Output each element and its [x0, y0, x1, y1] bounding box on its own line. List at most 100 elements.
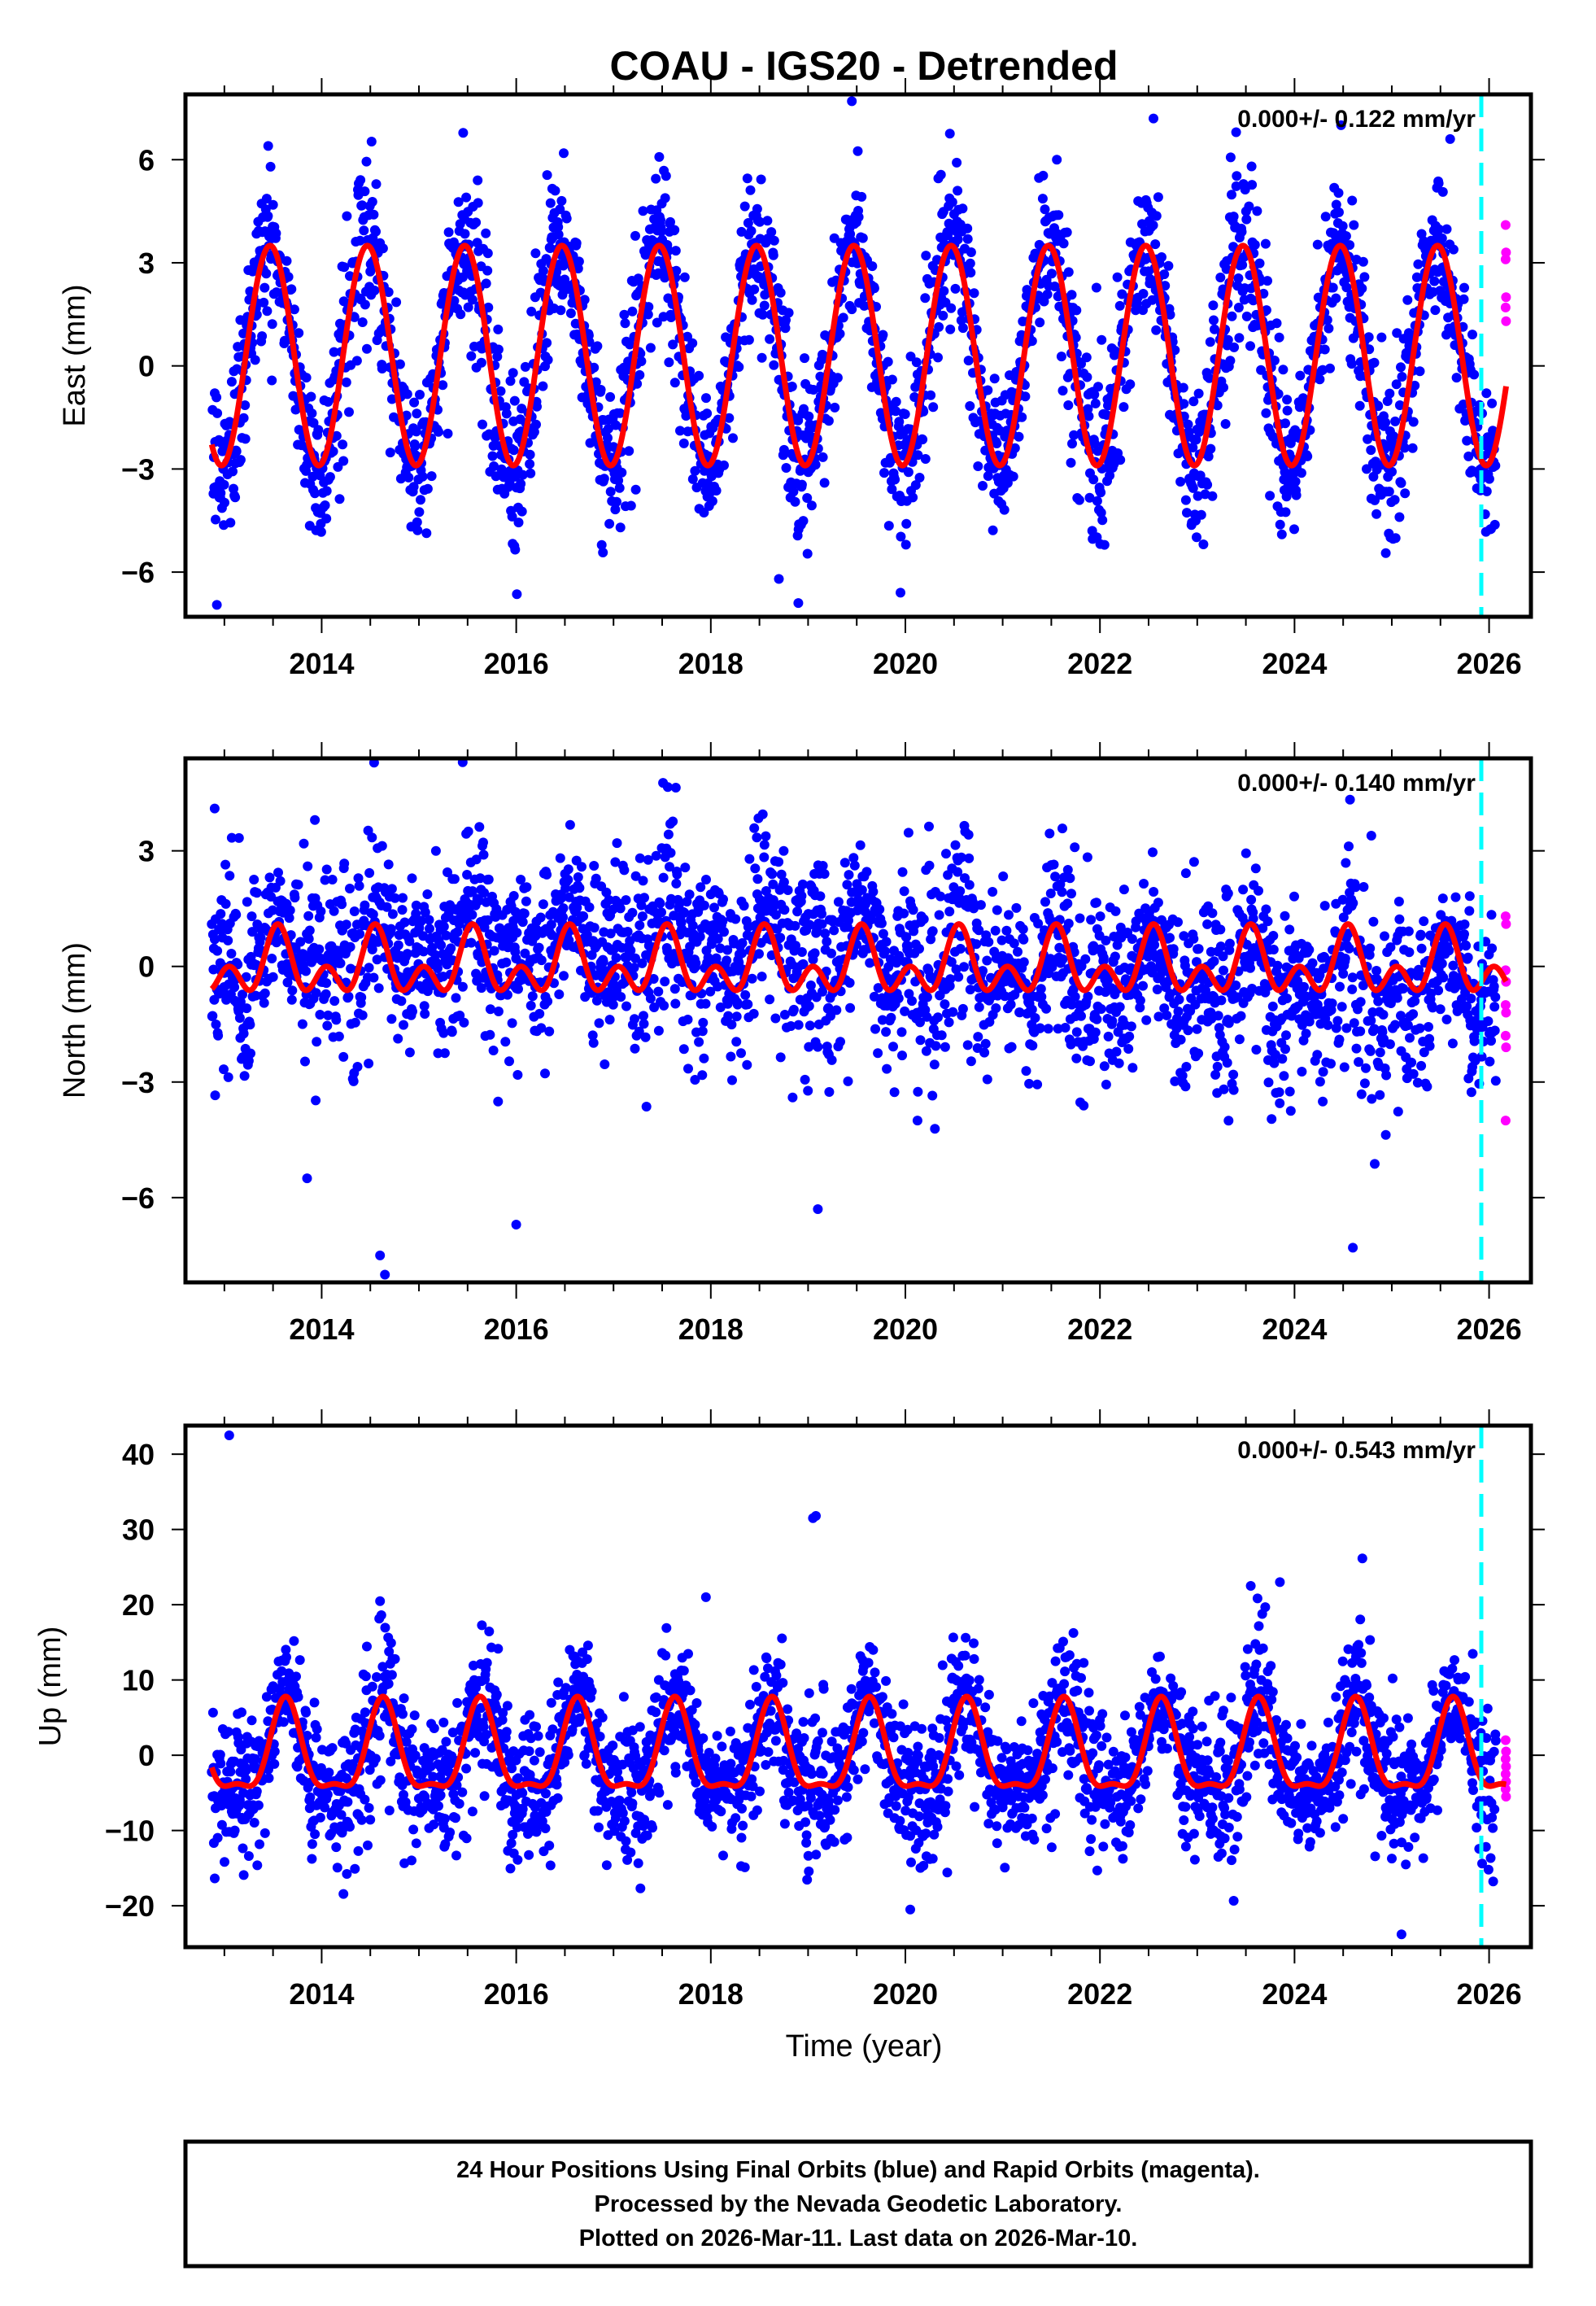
final-orbit-point	[911, 357, 922, 368]
final-orbit-point	[605, 487, 616, 497]
final-orbit-point	[822, 937, 832, 947]
final-orbit-point	[1013, 946, 1023, 957]
final-orbit-point	[545, 198, 556, 208]
final-orbit-point	[833, 897, 844, 907]
final-orbit-point	[632, 378, 643, 389]
final-orbit-point	[639, 893, 649, 903]
final-orbit-point	[660, 273, 670, 283]
final-orbit-point	[1115, 455, 1126, 465]
final-orbit-point	[530, 248, 541, 259]
final-orbit-point	[1018, 924, 1028, 934]
final-orbit-point	[953, 186, 963, 196]
final-orbit-point	[920, 454, 931, 464]
final-orbit-point	[556, 305, 566, 316]
final-orbit-point	[953, 972, 964, 982]
final-orbit-point	[820, 928, 831, 939]
final-orbit-point	[869, 283, 879, 294]
final-orbit-point	[342, 211, 352, 221]
final-orbit-point	[953, 234, 963, 245]
final-orbit-point	[383, 287, 394, 297]
final-orbit-point	[371, 226, 381, 237]
final-orbit-point	[935, 169, 946, 180]
final-orbit-point	[813, 1042, 823, 1052]
final-orbit-point	[598, 957, 608, 967]
final-orbit-point	[362, 343, 372, 354]
final-orbit-point	[558, 903, 569, 914]
final-orbit-point	[957, 1003, 968, 1014]
final-orbit-point	[543, 996, 553, 1007]
final-orbit-point	[1437, 233, 1447, 243]
final-orbit-point	[1178, 382, 1188, 393]
final-orbit-point	[556, 195, 567, 206]
final-orbit-point	[303, 911, 314, 921]
final-orbit-point	[1396, 362, 1406, 373]
final-orbit-point	[404, 1047, 415, 1058]
final-orbit-point	[998, 871, 1009, 881]
final-orbit-point	[310, 488, 321, 499]
final-orbit-point	[669, 225, 680, 235]
final-orbit-point	[1091, 898, 1101, 908]
final-orbit-point	[1083, 404, 1093, 414]
final-orbit-point	[512, 1070, 523, 1080]
final-orbit-point	[321, 989, 331, 999]
final-orbit-point	[1233, 273, 1244, 283]
final-orbit-point	[1281, 1030, 1291, 1041]
final-orbit-point	[641, 1102, 652, 1112]
final-orbit-point	[493, 324, 504, 334]
final-orbit-point	[645, 994, 656, 1004]
final-orbit-point	[250, 355, 260, 365]
final-orbit-point	[434, 426, 443, 437]
final-orbit-point	[739, 901, 749, 911]
final-orbit-point	[1101, 1079, 1111, 1090]
final-orbit-point	[471, 217, 482, 228]
final-orbit-point	[1219, 1042, 1230, 1052]
final-orbit-point	[1276, 529, 1287, 539]
final-orbit-point	[1095, 911, 1105, 922]
final-orbit-point	[719, 460, 729, 470]
final-orbit-point	[1042, 289, 1053, 299]
final-orbit-point	[313, 425, 324, 435]
final-orbit-point	[357, 200, 368, 211]
final-orbit-point	[1433, 178, 1444, 189]
final-orbit-point	[1063, 919, 1074, 928]
final-orbit-point	[1249, 239, 1260, 250]
final-orbit-point	[231, 910, 242, 920]
final-orbit-point	[626, 500, 636, 511]
final-orbit-point	[666, 312, 676, 322]
final-orbit-point	[526, 306, 537, 317]
final-orbit-point	[563, 875, 573, 885]
final-orbit-point	[1046, 269, 1057, 279]
y-tick-label: −6	[121, 556, 155, 589]
final-orbit-point	[311, 1095, 321, 1106]
final-orbit-point	[870, 1024, 880, 1034]
final-orbit-point	[574, 883, 585, 893]
final-orbit-point	[1114, 300, 1125, 311]
final-orbit-point	[416, 495, 425, 505]
final-orbit-point	[861, 867, 872, 877]
final-orbit-point	[806, 500, 817, 511]
final-orbit-point	[458, 128, 469, 138]
final-orbit-point	[1009, 443, 1020, 453]
final-orbit-point	[694, 1037, 704, 1047]
final-orbit-point	[240, 400, 251, 410]
final-orbit-point	[619, 309, 630, 320]
outlier-point	[774, 574, 784, 584]
final-orbit-point	[1011, 902, 1022, 913]
final-orbit-point	[939, 286, 949, 296]
final-orbit-point	[235, 455, 246, 465]
final-orbit-point	[1280, 911, 1290, 921]
final-orbit-point	[261, 269, 272, 279]
final-orbit-point	[1224, 938, 1235, 949]
final-orbit-point	[544, 1026, 555, 1037]
final-orbit-point	[770, 1013, 781, 1024]
final-orbit-point	[1261, 408, 1271, 418]
final-orbit-point	[1110, 951, 1120, 962]
final-orbit-point	[966, 268, 976, 277]
final-orbit-point	[638, 876, 648, 886]
east-y-axis-label: East (mm)	[58, 284, 92, 426]
final-orbit-point	[1210, 1069, 1221, 1080]
final-orbit-point	[1213, 1011, 1223, 1021]
final-orbit-point	[931, 1041, 941, 1051]
final-orbit-point	[930, 1124, 940, 1134]
final-orbit-point	[211, 600, 222, 610]
